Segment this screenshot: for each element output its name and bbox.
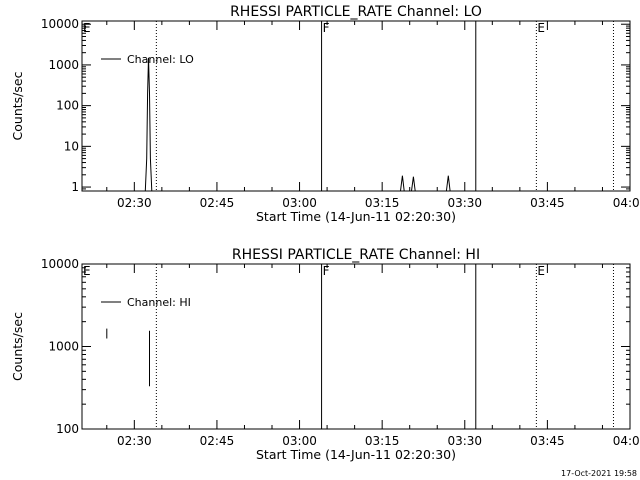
x-tick-label: 03:30 bbox=[447, 434, 482, 448]
x-tick-label: 03:00 bbox=[282, 196, 317, 210]
footer-timestamp: 17-Oct-2021 19:58 bbox=[561, 469, 637, 478]
legend-label: Channel: LO bbox=[127, 53, 194, 66]
x-tick-label: 03:15 bbox=[365, 196, 400, 210]
edge-label: E bbox=[83, 264, 91, 278]
y-tick-label: 10000 bbox=[41, 257, 79, 271]
y-axis-label: Counts/sec bbox=[10, 71, 25, 140]
y-tick-label: 1 bbox=[71, 180, 79, 194]
x-tick-label: 04:00 bbox=[613, 434, 640, 448]
x-tick-label: 04:00 bbox=[613, 196, 640, 210]
event-line-label: F bbox=[323, 264, 330, 278]
chart-panel-1: RHESSI PARTICLE_RATE Channel: LO 1 10 100 10… bbox=[10, 4, 640, 224]
x-tick-label: 03:15 bbox=[365, 434, 400, 448]
event-line-label: E bbox=[537, 264, 545, 278]
x-tick-label: 03:45 bbox=[530, 434, 565, 448]
x-tick-label: 02:30 bbox=[117, 434, 152, 448]
chart-title: RHESSI PARTICLE_RATE Channel: HI bbox=[232, 247, 480, 263]
x-tick-label: 02:45 bbox=[200, 434, 235, 448]
y-tick-label: 1000 bbox=[48, 58, 79, 72]
y-tick-label: 100 bbox=[56, 99, 79, 113]
y-tick-label: 1000 bbox=[48, 340, 79, 354]
x-axis-label: Start Time (14-Jun-11 02:20:30) bbox=[256, 447, 456, 462]
y-tick-label: 10 bbox=[64, 139, 79, 153]
x-tick-label: 03:45 bbox=[530, 196, 565, 210]
series-line bbox=[144, 57, 451, 192]
event-line-label: F bbox=[323, 21, 330, 35]
chart-title: RHESSI PARTICLE_RATE Channel: LO bbox=[230, 4, 482, 20]
legend-label: Channel: HI bbox=[127, 296, 191, 309]
plot-frame bbox=[81, 20, 631, 192]
x-tick-label: 03:00 bbox=[282, 434, 317, 448]
y-tick-label: 10000 bbox=[41, 17, 79, 31]
edge-label: E bbox=[83, 21, 91, 35]
y-tick-label: 100 bbox=[56, 422, 79, 436]
x-tick-label: 03:30 bbox=[447, 196, 482, 210]
x-tick-label: 02:45 bbox=[200, 196, 235, 210]
chart-panel-2: RHESSI PARTICLE_RATE Channel: HI 100 1000 1… bbox=[10, 247, 640, 462]
event-line-label: E bbox=[537, 21, 545, 35]
y-axis-label: Counts/sec bbox=[10, 312, 25, 381]
x-tick-label: 02:30 bbox=[117, 196, 152, 210]
plot-frame bbox=[81, 263, 631, 430]
x-axis-label: Start Time (14-Jun-11 02:20:30) bbox=[256, 209, 456, 224]
